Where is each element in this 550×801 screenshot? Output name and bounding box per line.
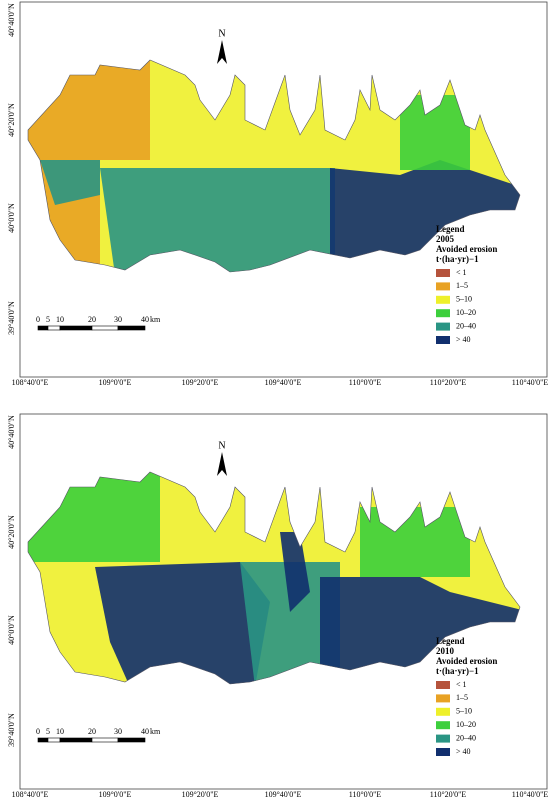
- legend-title: Legend: [436, 224, 465, 234]
- scale-label: 10: [56, 727, 64, 736]
- legend-swatch: [436, 269, 450, 277]
- north-label: N: [218, 440, 225, 451]
- scale-segment: [117, 325, 146, 331]
- study-area: [28, 472, 520, 684]
- map-panel: N 40°40'0"N 40°20'0"N 40°0'0"N 39°40'0"N 108°…: [7, 413, 549, 799]
- erosion-zone: [40, 160, 100, 205]
- legend-label: > 40: [456, 335, 471, 344]
- legend-swatch: [436, 707, 450, 716]
- study-area-outline: [27, 59, 521, 273]
- scale-label: 30: [114, 315, 122, 324]
- legend-label: 10–20: [456, 720, 476, 729]
- legend-year: 2005: [436, 234, 455, 244]
- legend-swatch: [436, 309, 450, 318]
- legend-label: 1–5: [456, 693, 468, 702]
- lon-label: 110°20'0"E: [430, 378, 467, 387]
- lon-label: 109°20'0"E: [182, 378, 219, 387]
- lon-label: 108°40'0"E: [12, 790, 49, 799]
- legend-label: 1–5: [456, 281, 468, 290]
- scale-segment: [59, 325, 93, 331]
- legend-label: 5–10: [456, 707, 472, 716]
- erosion-zone: [240, 562, 340, 684]
- legend-label: 5–10: [456, 295, 472, 304]
- legend-unit: t·(ha·yr)−1: [436, 666, 479, 676]
- north-arrow: [217, 452, 227, 476]
- scale-segment: [91, 325, 119, 331]
- legend-label: 20–40: [456, 733, 476, 742]
- lon-label: 108°40'0"E: [12, 378, 49, 387]
- erosion-zone: [400, 95, 470, 170]
- lat-label: 40°40'0"N: [7, 415, 16, 449]
- scale-segment: [37, 737, 49, 743]
- scale-label: 0: [36, 727, 40, 736]
- lon-label: 109°0'0"E: [99, 378, 132, 387]
- scale-segment: [91, 737, 119, 743]
- lon-label: 109°40'0"E: [265, 378, 302, 387]
- erosion-zone: [360, 507, 470, 577]
- lon-label: 110°40'0"E: [512, 790, 549, 799]
- legend-label: < 1: [456, 268, 467, 277]
- lon-label: 109°40'0"E: [265, 790, 302, 799]
- legend-swatch: [436, 322, 450, 331]
- lat-label: 40°0'0"N: [7, 203, 16, 233]
- legend-swatch: [436, 734, 450, 743]
- lon-label: 110°20'0"E: [430, 790, 467, 799]
- lon-label: 110°0'0"E: [349, 378, 382, 387]
- legend-label: 20–40: [456, 321, 476, 330]
- legend-unit: t·(ha·yr)−1: [436, 254, 479, 264]
- scale-unit: km: [150, 727, 161, 736]
- lon-label: 110°0'0"E: [349, 790, 382, 799]
- lat-label: 39°40'0"N: [7, 301, 16, 335]
- lat-label: 40°0'0"N: [7, 615, 16, 645]
- map-panel: N 40°40'0"N 40°20'0"N 40°0'0"N 39°40'0"N 108°…: [7, 1, 549, 387]
- erosion-zone: [28, 472, 160, 562]
- scale-label: 30: [114, 727, 122, 736]
- legend-swatch: [436, 694, 450, 703]
- lat-label: 40°20'0"N: [7, 515, 16, 549]
- legend-label: < 1: [456, 680, 467, 689]
- scale-segment: [117, 737, 146, 743]
- lon-label: 109°20'0"E: [182, 790, 219, 799]
- scale-label: 20: [88, 727, 96, 736]
- erosion-zone: [100, 168, 335, 272]
- north-arrow: [217, 40, 227, 64]
- lon-label: 109°0'0"E: [99, 790, 132, 799]
- legend-swatch: [436, 282, 450, 291]
- lat-label: 40°20'0"N: [7, 103, 16, 137]
- scale-label: 20: [88, 315, 96, 324]
- legend-title: Legend: [436, 636, 465, 646]
- legend-swatch: [436, 748, 450, 756]
- north-label: N: [218, 28, 225, 39]
- legend-swatch: [436, 336, 450, 344]
- scale-segment: [59, 737, 93, 743]
- erosion-zone: [95, 562, 270, 684]
- lat-label: 39°40'0"N: [7, 713, 16, 747]
- scale-label: 40: [141, 315, 149, 324]
- legend-swatch: [436, 295, 450, 304]
- scale-label: 5: [46, 727, 50, 736]
- legend-swatch: [436, 681, 450, 689]
- erosion-zone: [280, 532, 310, 612]
- legend-label: > 40: [456, 747, 471, 756]
- scale-label: 0: [36, 315, 40, 324]
- scale-segment: [47, 737, 61, 743]
- legend-subtitle: Avoided erosion: [436, 656, 497, 666]
- map-frame: [19, 413, 548, 790]
- legend-year: 2010: [436, 646, 455, 656]
- legend-subtitle: Avoided erosion: [436, 244, 497, 254]
- legend-label: 10–20: [456, 308, 476, 317]
- scale-segment: [47, 325, 61, 331]
- lat-label: 40°40'0"N: [7, 3, 16, 37]
- scale-label: 5: [46, 315, 50, 324]
- lon-label: 110°40'0"E: [512, 378, 549, 387]
- legend-swatch: [436, 721, 450, 730]
- scale-segment: [37, 325, 49, 331]
- map-frame: [19, 1, 548, 378]
- study-area-outline: [27, 471, 521, 685]
- scale-label: 10: [56, 315, 64, 324]
- scale-unit: km: [150, 315, 161, 324]
- scale-label: 40: [141, 727, 149, 736]
